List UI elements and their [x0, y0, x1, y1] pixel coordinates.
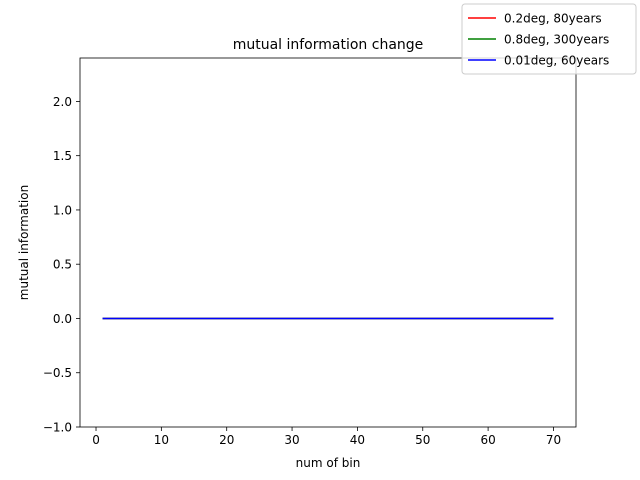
y-tick-label: 2.0: [53, 95, 72, 109]
x-axis-label: num of bin: [296, 456, 361, 470]
y-tick-label: 0.5: [53, 258, 72, 272]
x-tick-label: 30: [284, 433, 299, 447]
x-tick-label: 70: [546, 433, 561, 447]
legend-box: [461, 3, 637, 75]
axes-layer: 0 10 20 30 40 50 60 70 −1.0 −0.5 0.0 0.5 1.0 1.5 2.0: [43, 57, 577, 447]
legend-label-2: 0.8deg, 300years: [504, 33, 609, 47]
y-tick-label: 1.0: [53, 203, 72, 217]
x-tick-label: 20: [219, 433, 234, 447]
chart-title: mutual information change: [233, 37, 424, 53]
legend-label-1: 0.2deg, 80years: [504, 12, 602, 26]
y-tick-label: 0.0: [53, 312, 72, 326]
y-tick-label: −1.0: [43, 421, 72, 435]
legend-label-3: 0.01deg, 60years: [504, 54, 609, 68]
y-tick-label: 1.5: [53, 149, 72, 163]
y-tick-label: −0.5: [43, 366, 72, 380]
x-tick-label: 0: [92, 433, 100, 447]
x-tick-label: 50: [415, 433, 430, 447]
x-tick-label: 60: [480, 433, 495, 447]
legend: 0.2deg, 80years 0.8deg, 300years 0.01deg, …: [461, 3, 637, 75]
y-axis-label: mutual information: [17, 185, 31, 300]
x-tick-label: 10: [154, 433, 169, 447]
axes-frame: [79, 57, 577, 428]
x-tick-label: 40: [350, 433, 365, 447]
